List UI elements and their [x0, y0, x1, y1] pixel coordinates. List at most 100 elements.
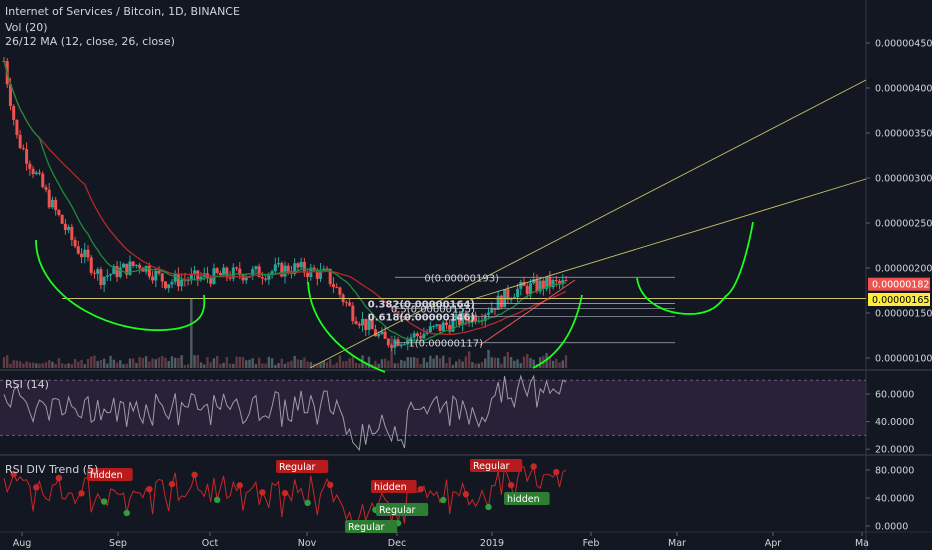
cup-arc-right [532, 294, 583, 369]
candle-body [131, 261, 135, 266]
volume-bar [60, 363, 64, 368]
candle-body [422, 333, 426, 339]
candle-body [538, 280, 542, 292]
volume-bar [538, 357, 542, 368]
candle-body [357, 323, 361, 326]
candle-body [564, 280, 568, 282]
candle-body [451, 319, 455, 332]
bear-dot [33, 484, 40, 491]
candle-body [134, 264, 138, 266]
candle-body [432, 325, 436, 327]
volume-bar [364, 364, 367, 368]
candle-body [273, 264, 277, 272]
volume-bar [438, 358, 442, 368]
div-label-text: hidden [90, 470, 123, 481]
volume-bar [51, 361, 54, 368]
candle-body [176, 273, 180, 287]
bear-dot [146, 485, 153, 493]
volume-bar [500, 363, 503, 368]
volume-bar [454, 361, 458, 368]
candle-body [267, 274, 271, 280]
trend-line-steep [309, 79, 867, 369]
candle-body [322, 268, 326, 270]
candle-body [351, 305, 355, 322]
candle-body [257, 266, 261, 278]
candle-body [54, 199, 58, 211]
volume-bar [325, 362, 329, 368]
volume-bar [513, 360, 516, 368]
volume-bar [196, 355, 199, 368]
volume-bar [86, 358, 90, 368]
bear-dot [168, 480, 176, 488]
candle-body [493, 307, 497, 310]
rsi-band [0, 380, 866, 436]
candle-body [390, 345, 394, 348]
candle-body [209, 277, 213, 284]
candle-body [244, 277, 248, 281]
candle-body [490, 307, 494, 313]
candle-body [306, 272, 310, 277]
rsi-tick-label: 40.0000 [875, 417, 914, 428]
candle-body [344, 301, 348, 303]
volume-bar [177, 357, 180, 368]
candle-body [331, 284, 335, 288]
volume-bar [445, 363, 448, 368]
volume-bar [44, 362, 48, 368]
volume-bar [186, 364, 190, 368]
volume-bar [461, 361, 464, 368]
volume-bar [203, 364, 206, 368]
volume-bar [338, 355, 342, 368]
candle-body [80, 253, 84, 258]
time-tick-label: 2019 [480, 538, 504, 549]
bear-dot [10, 470, 17, 478]
candle-body [157, 270, 161, 274]
volume-bar [383, 358, 387, 368]
time-tick-label: Oct [202, 538, 219, 549]
candle-body [83, 249, 87, 258]
candle-body [105, 275, 109, 277]
volume-bar [335, 362, 338, 368]
candle-body [441, 322, 445, 331]
time-tick-label: Apr [765, 538, 782, 549]
volume-bar [477, 363, 480, 368]
volume-bar [151, 358, 154, 368]
candle-body [509, 298, 513, 300]
volume-bar [180, 355, 183, 368]
volume-bar [471, 362, 474, 368]
candle-body [519, 281, 523, 289]
volume-bar [212, 358, 216, 368]
volume-bar [416, 358, 419, 368]
candle-body [47, 189, 51, 208]
bear-dot [236, 482, 243, 489]
volume-bar [374, 360, 377, 368]
volume-bar [458, 359, 461, 368]
div-label-text: Regular [279, 462, 316, 473]
volume-bar [35, 363, 38, 368]
bull-dot [123, 509, 130, 517]
candle-body [383, 331, 387, 339]
volume-bar [299, 359, 303, 368]
volume-bar [341, 361, 345, 368]
candle-body [63, 223, 67, 231]
div-label-text: hidden [507, 494, 540, 505]
candle-body [367, 319, 371, 330]
candle-body [151, 276, 155, 281]
time-tick-label: Nov [298, 538, 317, 549]
volume-bar [277, 362, 280, 368]
volume-bar [332, 364, 335, 368]
candle-body [525, 285, 529, 294]
candle-body [12, 106, 16, 120]
volume-bar [400, 359, 403, 368]
symbol-title: Internet of Services / Bitcoin, 1D, BINA… [5, 5, 240, 18]
candle-body [361, 318, 365, 326]
volume-bar [474, 363, 477, 368]
candle-body [215, 268, 219, 273]
volume-bar [54, 363, 57, 368]
volume-bar [348, 358, 351, 368]
volume-bar [509, 357, 513, 368]
div-dots [10, 463, 560, 528]
volume-bar [403, 360, 406, 368]
candle-body [41, 173, 45, 188]
candle-body [270, 271, 274, 275]
candle-body [96, 269, 100, 274]
